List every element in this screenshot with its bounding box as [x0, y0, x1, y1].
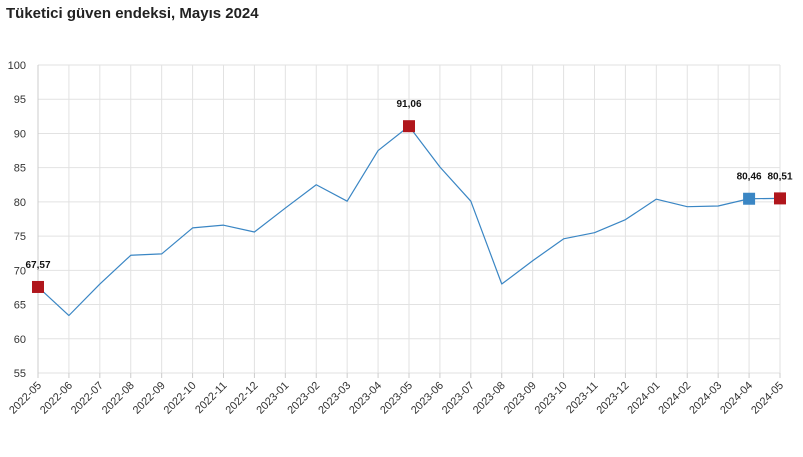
x-tick-label: 2022-07 [69, 380, 106, 417]
x-tick-label: 2023-12 [595, 380, 632, 417]
x-tick-label: 2023-01 [254, 380, 291, 417]
x-axis: 2022-052022-062022-072022-082022-092022-… [7, 373, 786, 417]
x-tick-label: 2022-05 [7, 380, 44, 417]
grid [37, 64, 781, 374]
x-tick-label: 2023-05 [378, 380, 415, 417]
chart-title: Tüketici güven endeksi, Mayıs 2024 [6, 5, 259, 22]
x-tick-label: 2022-06 [38, 380, 75, 417]
x-tick-label: 2023-07 [440, 380, 477, 417]
x-tick-label: 2023-09 [502, 380, 539, 417]
y-tick-label: 100 [8, 60, 26, 72]
x-tick-label: 2024-03 [687, 380, 724, 417]
y-tick-label: 95 [14, 94, 26, 106]
data-point-marker [403, 120, 415, 133]
x-tick-label: 2023-10 [533, 380, 570, 417]
y-tick-label: 55 [14, 368, 26, 380]
y-tick-label: 75 [14, 231, 26, 243]
y-tick-label: 70 [14, 265, 26, 277]
data-label: 80,51 [767, 171, 792, 182]
x-tick-label: 2022-08 [100, 380, 137, 417]
x-tick-label: 2023-11 [564, 380, 600, 416]
x-tick-label: 2022-09 [131, 380, 168, 417]
data-point-marker [774, 192, 786, 205]
data-point-marker [743, 192, 756, 205]
x-tick-label: 2023-08 [471, 380, 508, 417]
x-tick-label: 2023-04 [347, 380, 384, 417]
data-label: 80,46 [737, 172, 762, 183]
data-point-marker [32, 280, 44, 293]
x-tick-label: 2024-05 [749, 380, 786, 417]
y-tick-label: 90 [14, 128, 26, 140]
highlight-markers [32, 120, 786, 293]
y-axis: 55 60 65 70 75 80 85 90 95 100 [8, 60, 39, 380]
x-tick-label: 2024-04 [718, 380, 755, 417]
x-tick-label: 2022-10 [162, 380, 199, 417]
y-tick-label: 80 [14, 197, 26, 209]
y-tick-label: 65 [14, 300, 26, 312]
data-labels: 67,57 91,06 80,46 80,51 [25, 99, 792, 271]
data-label: 67,57 [25, 260, 50, 271]
x-tick-label: 2024-01 [625, 380, 662, 417]
x-tick-label: 2023-03 [316, 380, 353, 417]
data-label: 91,06 [396, 99, 421, 110]
x-tick-label: 2022-11 [193, 380, 229, 416]
x-tick-label: 2023-02 [285, 380, 322, 417]
y-tick-label: 60 [14, 334, 26, 346]
y-tick-label: 85 [14, 163, 26, 175]
x-tick-label: 2024-02 [656, 380, 693, 417]
x-tick-label: 2023-06 [409, 380, 446, 417]
x-tick-label: 2022-12 [224, 380, 261, 417]
